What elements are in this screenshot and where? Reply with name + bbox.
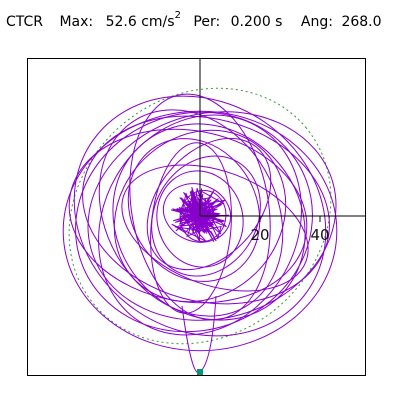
orbit-trace-16 (73, 95, 327, 337)
plot-frame (27, 58, 366, 376)
orbit-trace-11 (75, 111, 313, 333)
ang-label: Ang: (300, 13, 333, 30)
x-tick-label-40: 40 (310, 226, 329, 244)
envelope-ellipse (68, 87, 332, 345)
start-marker (197, 369, 203, 375)
orbit-trace-4 (151, 155, 261, 277)
orbit-trace-2 (162, 183, 232, 243)
orbit-trace-17 (150, 142, 232, 314)
max-label: Max: (59, 13, 94, 30)
orbit-trace-12 (87, 111, 337, 321)
per-value: 0.200 s (230, 13, 283, 30)
station-code: CTCR (6, 13, 44, 30)
orbit-trace-8 (98, 109, 284, 317)
ang-value: 268.0 (341, 13, 382, 30)
orbit-trace-10 (82, 115, 330, 305)
per-label: Per: (193, 13, 221, 30)
max-unit-exponent: 2 (174, 10, 181, 21)
orbit-trace-18 (146, 137, 272, 271)
max-value: 52.6 cm/s (105, 13, 175, 30)
orbit-trace-3 (156, 170, 244, 268)
chart-header: CTCR Max: 52.6 cm/s2 Per: 0.200 s Ang: 2… (6, 10, 382, 30)
center-cluster-trace (170, 187, 230, 243)
orbit-trace-5 (127, 138, 261, 282)
orbit-trace-13 (129, 93, 271, 321)
x-tick-label-20: 20 (250, 226, 269, 244)
orbit-trace-15 (121, 164, 309, 292)
